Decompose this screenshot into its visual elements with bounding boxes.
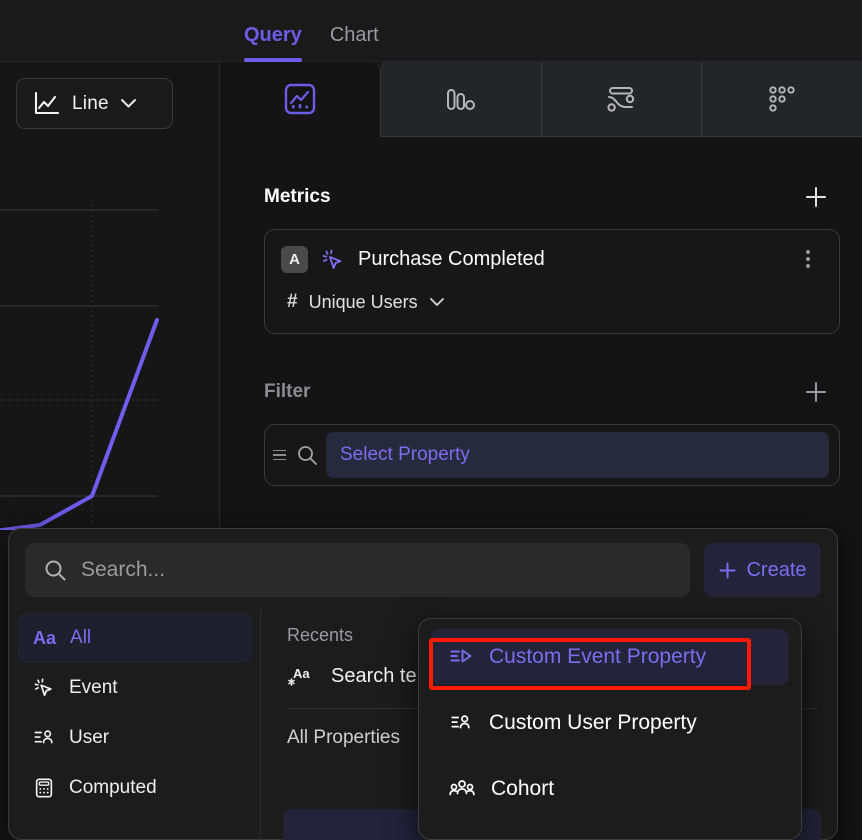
metric-letter-badge: A bbox=[281, 246, 308, 273]
journey-flow-icon bbox=[604, 84, 638, 114]
picker-search-input[interactable]: Search... bbox=[25, 543, 690, 597]
aa-text-icon: Aa bbox=[33, 627, 57, 648]
viz-tab-retention[interactable] bbox=[702, 62, 862, 137]
recents-group-label: Recents bbox=[287, 625, 354, 645]
picker-search-placeholder: Search... bbox=[81, 558, 166, 581]
event-property-icon bbox=[449, 646, 473, 668]
metrics-title: Metrics bbox=[264, 186, 331, 207]
panel-tabs: Query Chart bbox=[220, 0, 862, 62]
picker-category-user[interactable]: User bbox=[17, 713, 252, 763]
select-property-input[interactable]: Select Property bbox=[326, 432, 829, 478]
user-list-icon bbox=[33, 727, 55, 749]
create-button-label: Create bbox=[746, 558, 807, 581]
funnel-bars-icon bbox=[444, 84, 478, 114]
picker-category-label: All bbox=[70, 627, 92, 648]
metric-aggregation-label: Unique Users bbox=[308, 291, 418, 312]
picker-category-computed[interactable]: Computed bbox=[17, 763, 252, 813]
chart-type-label: Line bbox=[72, 92, 109, 114]
metric-aggregation-row[interactable]: # Unique Users bbox=[281, 291, 821, 313]
picker-category-label: User bbox=[69, 727, 110, 748]
tab-query[interactable]: Query bbox=[244, 24, 302, 62]
search-icon bbox=[43, 558, 67, 582]
cursor-click-icon bbox=[33, 677, 55, 699]
line-chart-icon bbox=[33, 91, 61, 117]
metric-event-name: Purchase Completed bbox=[358, 248, 545, 270]
picker-category-label: Computed bbox=[69, 777, 157, 798]
metrics-section-header: Metrics bbox=[220, 185, 862, 209]
menu-spacer bbox=[431, 685, 789, 695]
picker-category-all[interactable]: Aa All bbox=[17, 613, 252, 663]
metric-header-row: A Purchase Completed bbox=[281, 246, 821, 273]
viz-tab-insights[interactable] bbox=[220, 62, 381, 137]
search-icon bbox=[296, 444, 318, 466]
menu-item-label: Cohort bbox=[491, 777, 555, 800]
menu-item-cohort[interactable]: Cohort bbox=[431, 761, 789, 817]
recent-property-label: Search te bbox=[331, 664, 417, 687]
drag-handle-icon[interactable] bbox=[271, 449, 288, 461]
create-context-menu: Custom Event Property Custom User Proper… bbox=[418, 618, 802, 840]
menu-item-custom-event-property[interactable]: Custom Event Property bbox=[431, 629, 789, 685]
user-property-icon bbox=[449, 712, 473, 734]
hash-icon: # bbox=[287, 291, 298, 312]
viz-tab-funnel[interactable] bbox=[380, 62, 542, 137]
cursor-click-icon bbox=[321, 248, 345, 272]
chart-type-selector[interactable]: Line bbox=[16, 78, 173, 129]
recent-property-item[interactable]: Aa Search te bbox=[283, 650, 821, 702]
menu-item-custom-user-property[interactable]: Custom User Property bbox=[431, 695, 789, 751]
retention-grid-icon bbox=[765, 84, 799, 114]
calculator-icon bbox=[33, 777, 55, 799]
picker-category-label: Event bbox=[69, 677, 118, 698]
menu-item-label: Custom User Property bbox=[489, 711, 697, 734]
aa-star-text-icon: Aa bbox=[287, 663, 315, 689]
chevron-down-icon bbox=[120, 98, 137, 109]
add-metric-button[interactable] bbox=[804, 185, 828, 209]
insights-chart-icon bbox=[283, 82, 317, 116]
menu-spacer bbox=[431, 751, 789, 761]
cohort-group-icon bbox=[449, 778, 475, 800]
create-button[interactable]: Create bbox=[704, 543, 821, 597]
filter-row: Select Property bbox=[264, 424, 840, 486]
line-chart-plot bbox=[0, 200, 160, 530]
tab-chart[interactable]: Chart bbox=[329, 24, 379, 46]
picker-category-event[interactable]: Event bbox=[17, 663, 252, 713]
visualization-tabs bbox=[220, 62, 862, 137]
menu-item-label: Custom Event Property bbox=[489, 645, 707, 668]
all-properties-label: All Properties bbox=[287, 727, 400, 748]
chart-pane-toolbar bbox=[0, 0, 220, 62]
picker-category-list: Aa All Event bbox=[9, 609, 261, 840]
kebab-menu-icon[interactable] bbox=[799, 248, 817, 270]
metric-card[interactable]: A Purchase Completed # Unique Users bbox=[264, 229, 840, 334]
viz-tab-journey[interactable] bbox=[541, 62, 703, 137]
svg-text:Aa: Aa bbox=[293, 666, 310, 681]
filter-section-header: Filter bbox=[220, 380, 862, 404]
plus-icon bbox=[718, 561, 737, 580]
add-filter-button[interactable] bbox=[804, 380, 828, 404]
picker-toolbar: Search... Create bbox=[9, 529, 837, 609]
chevron-down-icon[interactable] bbox=[429, 297, 445, 307]
filter-title: Filter bbox=[264, 381, 311, 402]
